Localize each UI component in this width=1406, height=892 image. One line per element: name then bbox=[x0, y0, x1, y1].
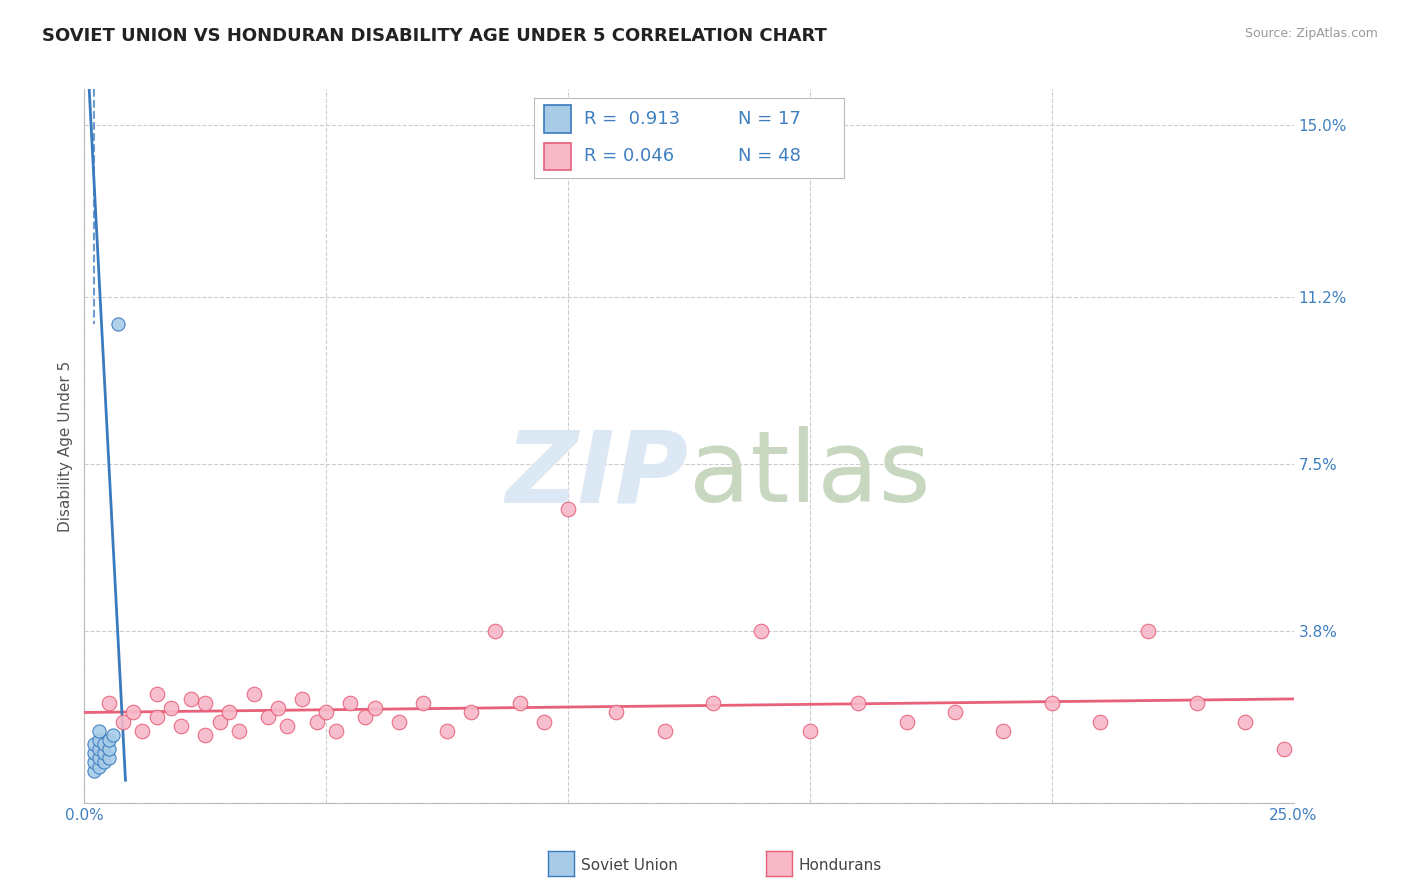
Point bbox=[83, 764, 105, 779]
Point bbox=[436, 723, 458, 738]
Point bbox=[276, 719, 298, 733]
Point bbox=[160, 701, 183, 715]
Text: Soviet Union: Soviet Union bbox=[581, 858, 678, 872]
Point bbox=[83, 737, 105, 751]
Bar bbox=[544, 143, 571, 170]
Point bbox=[228, 723, 250, 738]
Point bbox=[87, 741, 110, 756]
Text: R =  0.913: R = 0.913 bbox=[583, 110, 681, 128]
Point bbox=[131, 723, 153, 738]
Point bbox=[218, 706, 240, 720]
Point bbox=[846, 697, 869, 711]
Point bbox=[1272, 741, 1295, 756]
Point bbox=[257, 710, 280, 724]
Point bbox=[533, 714, 555, 729]
Point bbox=[388, 714, 411, 729]
Text: N = 48: N = 48 bbox=[738, 147, 801, 165]
Point bbox=[354, 710, 377, 724]
Point bbox=[412, 697, 434, 711]
Point bbox=[702, 697, 724, 711]
Point bbox=[93, 737, 115, 751]
Y-axis label: Disability Age Under 5: Disability Age Under 5 bbox=[58, 360, 73, 532]
Text: R = 0.046: R = 0.046 bbox=[583, 147, 673, 165]
Point bbox=[93, 746, 115, 760]
Point bbox=[325, 723, 347, 738]
Point bbox=[605, 706, 627, 720]
Text: Hondurans: Hondurans bbox=[799, 858, 882, 872]
Point bbox=[751, 624, 773, 639]
Point bbox=[943, 706, 966, 720]
Point bbox=[1088, 714, 1111, 729]
Text: Source: ZipAtlas.com: Source: ZipAtlas.com bbox=[1244, 27, 1378, 40]
Point bbox=[1137, 624, 1160, 639]
Point bbox=[87, 732, 110, 747]
Point bbox=[87, 750, 110, 764]
Text: N = 17: N = 17 bbox=[738, 110, 801, 128]
Point bbox=[146, 687, 169, 701]
Point bbox=[363, 701, 385, 715]
Point bbox=[93, 755, 115, 769]
Point bbox=[484, 624, 506, 639]
Point bbox=[267, 701, 290, 715]
Text: atlas: atlas bbox=[689, 426, 931, 523]
Point bbox=[103, 728, 125, 742]
Point bbox=[799, 723, 821, 738]
Point bbox=[170, 719, 193, 733]
Point bbox=[557, 502, 579, 516]
Point bbox=[194, 697, 217, 711]
Point bbox=[896, 714, 918, 729]
Point bbox=[97, 741, 120, 756]
Point bbox=[1234, 714, 1257, 729]
Point bbox=[1185, 697, 1208, 711]
Point bbox=[993, 723, 1015, 738]
Point bbox=[460, 706, 482, 720]
Point bbox=[315, 706, 337, 720]
Bar bbox=[544, 105, 571, 133]
Point bbox=[305, 714, 328, 729]
Point bbox=[291, 692, 314, 706]
Point bbox=[87, 759, 110, 773]
Point bbox=[107, 317, 129, 331]
Point bbox=[121, 706, 143, 720]
Point bbox=[83, 755, 105, 769]
Point bbox=[97, 732, 120, 747]
Point bbox=[97, 750, 120, 764]
Point bbox=[87, 723, 110, 738]
Point bbox=[112, 714, 135, 729]
Point bbox=[208, 714, 231, 729]
Point bbox=[339, 697, 361, 711]
Point bbox=[654, 723, 676, 738]
Point bbox=[1040, 697, 1063, 711]
Point bbox=[83, 746, 105, 760]
Point bbox=[146, 710, 169, 724]
Point bbox=[509, 697, 531, 711]
Point bbox=[242, 687, 264, 701]
Text: SOVIET UNION VS HONDURAN DISABILITY AGE UNDER 5 CORRELATION CHART: SOVIET UNION VS HONDURAN DISABILITY AGE … bbox=[42, 27, 827, 45]
Point bbox=[194, 728, 217, 742]
Point bbox=[97, 697, 120, 711]
Text: ZIP: ZIP bbox=[506, 426, 689, 523]
Point bbox=[180, 692, 202, 706]
